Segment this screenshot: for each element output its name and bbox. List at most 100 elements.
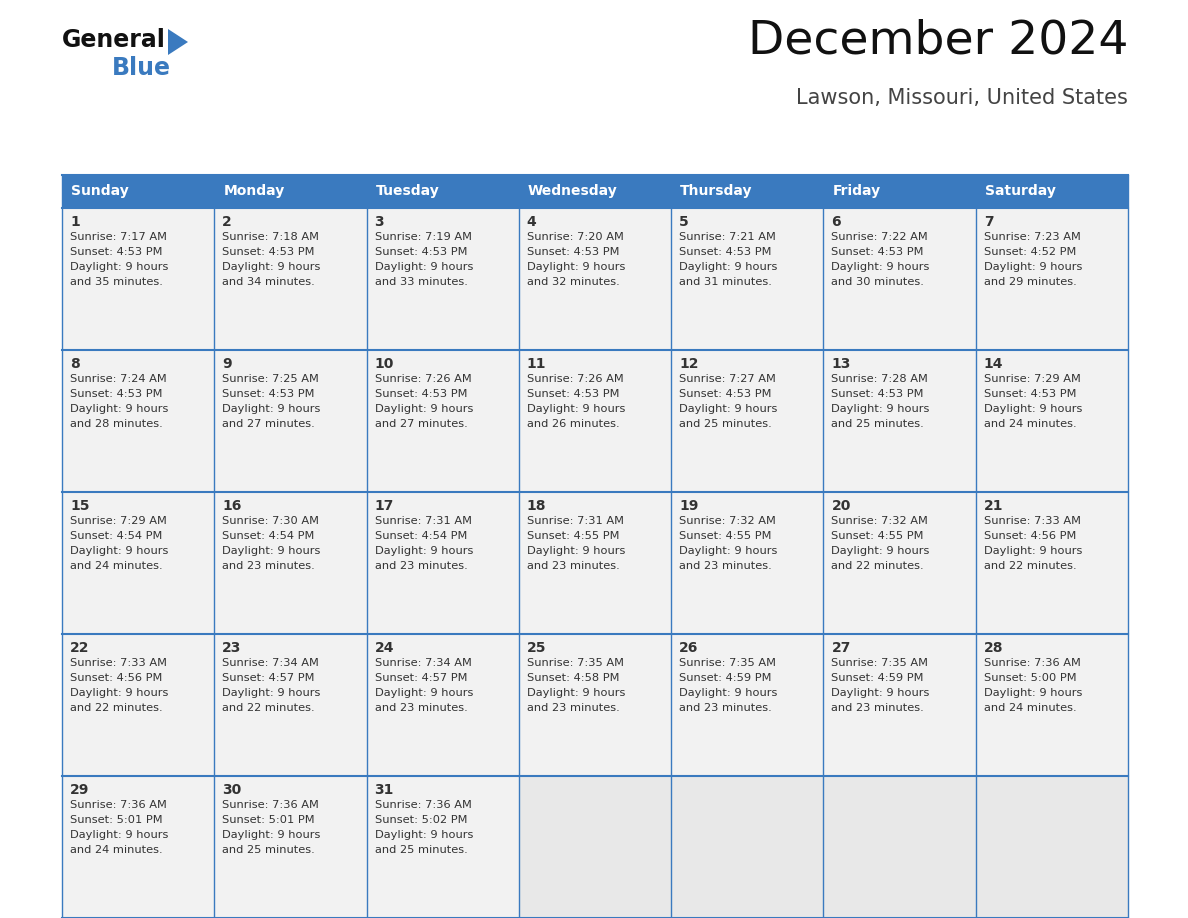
Text: Daylight: 9 hours: Daylight: 9 hours	[70, 546, 169, 556]
Text: Sunrise: 7:24 AM: Sunrise: 7:24 AM	[70, 374, 166, 384]
Text: 27: 27	[832, 641, 851, 655]
Text: Thursday: Thursday	[681, 185, 753, 198]
Text: and 32 minutes.: and 32 minutes.	[526, 277, 620, 287]
Text: Saturday: Saturday	[985, 185, 1056, 198]
Text: Sunrise: 7:34 AM: Sunrise: 7:34 AM	[374, 658, 472, 668]
Bar	[975, 208, 1127, 350]
Bar	[671, 208, 823, 350]
Text: Sunrise: 7:21 AM: Sunrise: 7:21 AM	[680, 232, 776, 242]
Text: Sunset: 5:01 PM: Sunset: 5:01 PM	[70, 815, 163, 825]
Text: Daylight: 9 hours: Daylight: 9 hours	[70, 830, 169, 840]
Text: Sunset: 5:01 PM: Sunset: 5:01 PM	[222, 815, 315, 825]
Bar	[62, 350, 214, 492]
Text: 9: 9	[222, 357, 232, 371]
Text: and 26 minutes.: and 26 minutes.	[526, 419, 619, 429]
Text: Daylight: 9 hours: Daylight: 9 hours	[222, 262, 321, 272]
Text: and 27 minutes.: and 27 minutes.	[374, 419, 467, 429]
Text: Sunrise: 7:17 AM: Sunrise: 7:17 AM	[70, 232, 168, 242]
Text: and 23 minutes.: and 23 minutes.	[832, 703, 924, 713]
Text: Daylight: 9 hours: Daylight: 9 hours	[832, 688, 930, 698]
Bar	[62, 175, 214, 208]
Text: and 23 minutes.: and 23 minutes.	[680, 561, 772, 571]
Text: and 22 minutes.: and 22 minutes.	[984, 561, 1076, 571]
Bar	[367, 175, 519, 208]
Text: Daylight: 9 hours: Daylight: 9 hours	[984, 546, 1082, 556]
Text: Sunrise: 7:27 AM: Sunrise: 7:27 AM	[680, 374, 776, 384]
Bar	[975, 492, 1127, 634]
Bar	[823, 634, 975, 776]
Bar	[823, 492, 975, 634]
Text: 30: 30	[222, 783, 241, 797]
Text: 31: 31	[374, 783, 394, 797]
Bar	[367, 208, 519, 350]
Text: Sunset: 4:54 PM: Sunset: 4:54 PM	[70, 531, 163, 541]
Bar	[671, 350, 823, 492]
Text: 18: 18	[526, 499, 546, 513]
Text: Sunset: 4:54 PM: Sunset: 4:54 PM	[222, 531, 315, 541]
Text: and 28 minutes.: and 28 minutes.	[70, 419, 163, 429]
Text: and 23 minutes.: and 23 minutes.	[222, 561, 315, 571]
Text: Sunrise: 7:22 AM: Sunrise: 7:22 AM	[832, 232, 928, 242]
Text: 19: 19	[680, 499, 699, 513]
Text: Daylight: 9 hours: Daylight: 9 hours	[984, 404, 1082, 414]
Text: and 25 minutes.: and 25 minutes.	[832, 419, 924, 429]
Text: and 24 minutes.: and 24 minutes.	[70, 845, 163, 855]
Text: and 35 minutes.: and 35 minutes.	[70, 277, 163, 287]
Text: Daylight: 9 hours: Daylight: 9 hours	[70, 262, 169, 272]
Text: and 24 minutes.: and 24 minutes.	[984, 703, 1076, 713]
Text: Sunrise: 7:33 AM: Sunrise: 7:33 AM	[984, 516, 1081, 526]
Text: 28: 28	[984, 641, 1003, 655]
Text: Sunset: 4:54 PM: Sunset: 4:54 PM	[374, 531, 467, 541]
Text: Daylight: 9 hours: Daylight: 9 hours	[526, 404, 625, 414]
Text: 4: 4	[526, 215, 537, 229]
Text: and 34 minutes.: and 34 minutes.	[222, 277, 315, 287]
Bar	[214, 634, 367, 776]
Text: Daylight: 9 hours: Daylight: 9 hours	[832, 546, 930, 556]
Text: Sunrise: 7:36 AM: Sunrise: 7:36 AM	[70, 800, 166, 810]
Text: Sunrise: 7:18 AM: Sunrise: 7:18 AM	[222, 232, 320, 242]
Bar	[519, 175, 671, 208]
Text: Daylight: 9 hours: Daylight: 9 hours	[222, 546, 321, 556]
Bar	[214, 776, 367, 918]
Bar	[214, 208, 367, 350]
Text: and 22 minutes.: and 22 minutes.	[70, 703, 163, 713]
Bar	[367, 492, 519, 634]
Text: Sunset: 4:53 PM: Sunset: 4:53 PM	[680, 389, 772, 399]
Polygon shape	[168, 29, 188, 55]
Text: Wednesday: Wednesday	[527, 185, 618, 198]
Text: Sunrise: 7:31 AM: Sunrise: 7:31 AM	[374, 516, 472, 526]
Bar	[62, 776, 214, 918]
Bar	[975, 175, 1127, 208]
Text: 29: 29	[70, 783, 89, 797]
Text: and 23 minutes.: and 23 minutes.	[374, 703, 467, 713]
Text: Daylight: 9 hours: Daylight: 9 hours	[526, 688, 625, 698]
Text: Daylight: 9 hours: Daylight: 9 hours	[374, 404, 473, 414]
Text: Sunset: 4:53 PM: Sunset: 4:53 PM	[984, 389, 1076, 399]
Text: Sunset: 4:53 PM: Sunset: 4:53 PM	[832, 247, 924, 257]
Bar	[975, 350, 1127, 492]
Text: and 23 minutes.: and 23 minutes.	[526, 703, 620, 713]
Text: Monday: Monday	[223, 185, 285, 198]
Text: Daylight: 9 hours: Daylight: 9 hours	[70, 404, 169, 414]
Text: Daylight: 9 hours: Daylight: 9 hours	[374, 546, 473, 556]
Text: Sunrise: 7:19 AM: Sunrise: 7:19 AM	[374, 232, 472, 242]
Text: 11: 11	[526, 357, 546, 371]
Text: and 22 minutes.: and 22 minutes.	[832, 561, 924, 571]
Text: Lawson, Missouri, United States: Lawson, Missouri, United States	[796, 88, 1127, 108]
Text: Sunrise: 7:35 AM: Sunrise: 7:35 AM	[680, 658, 776, 668]
Text: Sunset: 4:56 PM: Sunset: 4:56 PM	[984, 531, 1076, 541]
Text: Sunrise: 7:29 AM: Sunrise: 7:29 AM	[70, 516, 166, 526]
Text: Daylight: 9 hours: Daylight: 9 hours	[70, 688, 169, 698]
Text: Sunset: 4:53 PM: Sunset: 4:53 PM	[832, 389, 924, 399]
Text: and 23 minutes.: and 23 minutes.	[526, 561, 620, 571]
Text: and 25 minutes.: and 25 minutes.	[222, 845, 315, 855]
Text: Sunset: 4:55 PM: Sunset: 4:55 PM	[832, 531, 924, 541]
Text: and 31 minutes.: and 31 minutes.	[680, 277, 772, 287]
Text: General: General	[62, 28, 166, 52]
Text: 24: 24	[374, 641, 394, 655]
Bar	[62, 208, 214, 350]
Text: Daylight: 9 hours: Daylight: 9 hours	[526, 262, 625, 272]
Bar	[519, 350, 671, 492]
Bar	[367, 350, 519, 492]
Text: 20: 20	[832, 499, 851, 513]
